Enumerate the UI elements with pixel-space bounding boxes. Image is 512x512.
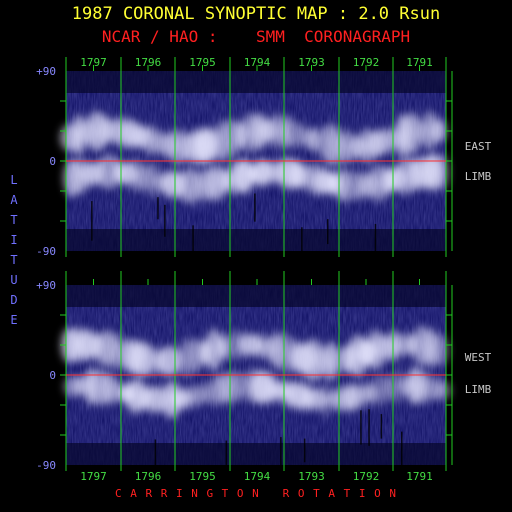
- chart-title: 1987 CORONAL SYNOPTIC MAP : 2.0 Rsun: [71, 4, 441, 24]
- rotation-label: 1793: [298, 56, 325, 69]
- x-axis-label: C A R R I N G T O N R O T A T I O N: [114, 487, 398, 500]
- streamer-blob: [205, 328, 223, 371]
- data-gap: [157, 197, 159, 220]
- panel-east: +90 0 -90 1797 1796 1795 1794 1793 1792 1791 EAST L…: [36, 56, 492, 265]
- data-gap: [154, 439, 157, 467]
- streamer-blob: [422, 110, 438, 151]
- data-gap: [301, 227, 303, 252]
- data-gap: [280, 437, 282, 478]
- corona-streamers: [60, 110, 450, 205]
- polar-band: [66, 229, 446, 251]
- rotation-label: 1797: [80, 56, 107, 69]
- streamer-blob: [431, 119, 447, 143]
- rotation-label: 1796: [135, 56, 162, 69]
- limb-side-label: EAST: [465, 140, 492, 153]
- data-gap: [192, 225, 194, 265]
- rotation-label: 1791: [406, 470, 433, 483]
- rotation-label: 1792: [353, 470, 380, 483]
- corona-streamers: [61, 325, 452, 419]
- data-gap: [368, 409, 370, 446]
- latitude-tick-label: 0: [49, 369, 56, 382]
- rotation-label: 1792: [353, 56, 380, 69]
- rotation-label: 1794: [244, 470, 271, 483]
- data-gap: [327, 219, 329, 245]
- rotation-label: 1797: [80, 470, 107, 483]
- polar-band: [66, 285, 446, 307]
- limb-side-label: LIMB: [465, 170, 492, 183]
- rotation-label: 1793: [298, 470, 325, 483]
- latitude-tick-label: -90: [36, 245, 56, 258]
- rotation-label: 1795: [189, 470, 216, 483]
- panel-west: +90 0 -90 1797 1796 1795 1794 1793 1792 1791 WEST L…: [36, 271, 492, 483]
- rotation-label: 1791: [406, 56, 433, 69]
- data-gap: [374, 223, 377, 264]
- data-gap: [401, 431, 403, 473]
- data-gap: [225, 440, 228, 476]
- data-gap: [91, 201, 93, 241]
- data-gap: [380, 414, 383, 439]
- data-gap: [360, 410, 362, 445]
- streamer-blob: [434, 154, 450, 191]
- rotation-label: 1796: [135, 470, 162, 483]
- y-axis-label: L A T I T U D E: [10, 173, 18, 327]
- data-gap: [254, 193, 256, 222]
- rotation-label: 1795: [189, 56, 216, 69]
- rotation-label: 1794: [244, 56, 271, 69]
- latitude-tick-label: -90: [36, 459, 56, 472]
- latitude-tick-label: 0: [49, 155, 56, 168]
- chart-subtitle: NCAR / HAO : SMM CORONAGRAPH: [101, 27, 411, 46]
- streamer-blob: [429, 334, 449, 366]
- streamer-blob: [432, 381, 452, 400]
- streamer-blob: [318, 382, 332, 418]
- limb-side-label: WEST: [465, 351, 492, 364]
- latitude-tick-label: +90: [36, 279, 56, 292]
- limb-side-label: LIMB: [465, 383, 492, 396]
- data-gap: [303, 438, 306, 463]
- data-gap: [164, 204, 166, 237]
- polar-band: [66, 443, 446, 465]
- polar-band: [66, 71, 446, 93]
- latitude-tick-label: +90: [36, 65, 56, 78]
